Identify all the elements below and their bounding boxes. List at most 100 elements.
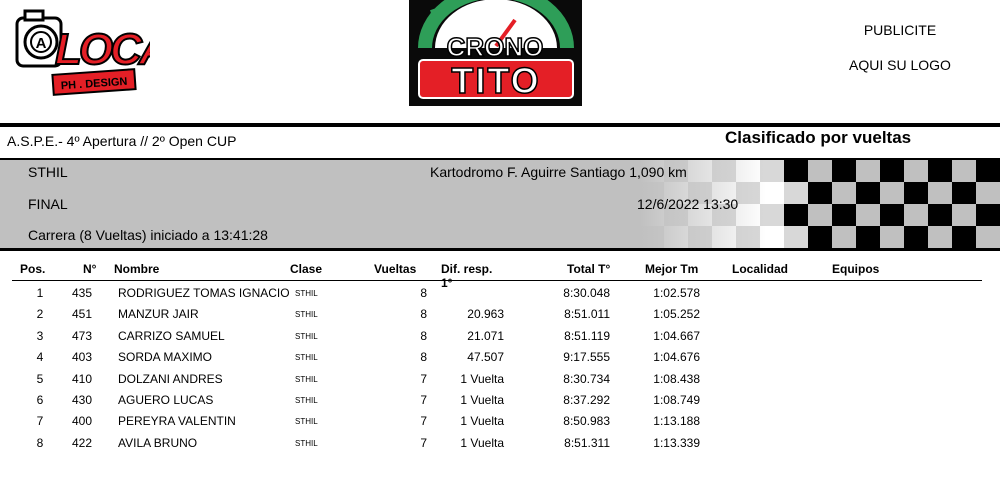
cell-clase: STHIL <box>295 417 318 427</box>
cell-pos: 5 <box>36 371 44 386</box>
cell-total: 8:30.048 <box>563 286 610 300</box>
cell-name: CARRIZO SAMUEL <box>118 328 225 343</box>
cell-pos: 4 <box>36 350 44 365</box>
col-header-vueltas: Vueltas <box>374 262 417 276</box>
cell-vueltas: 7 <box>420 371 427 386</box>
col-header-name: Nombre <box>114 262 160 276</box>
event-title: A.S.P.E.- 4º Apertura // 2º Open CUP <box>7 133 237 149</box>
cell-total: 8:30.734 <box>563 371 610 386</box>
cell-clase: STHIL <box>295 289 318 298</box>
band-top-divider <box>0 158 1000 160</box>
cell-num: 430 <box>72 393 93 407</box>
table-row: 5 410 DOLZANI ANDRES STHIL 7 1 Vuelta 8:30.734… <box>0 372 1000 393</box>
track-info: Kartodromo F. Aguirre Santiago 1,090 km <box>430 164 687 180</box>
cell-pos: 8 <box>36 435 44 450</box>
sort-label: Clasificado por vueltas <box>725 128 912 147</box>
session-datetime: 12/6/2022 13:30 <box>637 196 739 212</box>
crono-tito-logo: CRONO TITO <box>409 0 582 106</box>
cell-name: SORDA MAXIMO <box>118 350 213 365</box>
session-label: FINAL <box>28 196 68 212</box>
cell-pos: 2 <box>36 307 44 322</box>
cell-name: AVILA BRUNO <box>118 435 198 450</box>
cell-name: AGUERO LUCAS <box>118 393 214 407</box>
svg-text:LOCA: LOCA <box>55 25 150 74</box>
svg-text:CRONO: CRONO <box>447 32 544 62</box>
band-bottom-divider <box>0 248 1000 251</box>
cell-vueltas: 8 <box>420 328 427 343</box>
cell-vueltas: 7 <box>420 414 427 429</box>
cell-name: RODRIGUEZ TOMAS IGNACIO <box>118 286 290 300</box>
cell-total: 8:37.292 <box>563 393 610 407</box>
stopwatch-icon <box>418 0 574 49</box>
cell-clase: STHIL <box>295 353 318 363</box>
cell-best: 1:04.667 <box>653 328 700 343</box>
table-row: 3 473 CARRIZO SAMUEL STHIL 8 21.071 8:51.119 1:… <box>0 329 1000 350</box>
cell-best: 1:08.438 <box>653 371 700 386</box>
cell-vueltas: 7 <box>420 435 427 450</box>
cell-num: 410 <box>72 371 93 386</box>
cell-name: MANZUR JAIR <box>118 307 199 322</box>
cell-num: 403 <box>72 350 93 365</box>
cell-num: 473 <box>72 328 93 343</box>
svg-text:PH . DESIGN: PH . DESIGN <box>60 76 127 93</box>
cell-dif: 21.071 <box>467 328 504 343</box>
cell-total: 8:50.983 <box>563 414 610 429</box>
cell-num: 400 <box>72 414 93 429</box>
table-row: 8 422 AVILA BRUNO STHIL 7 1 Vuelta 8:51.311 1:1… <box>0 436 1000 457</box>
col-header-dif: Dif. resp. 1° <box>441 262 493 290</box>
col-header-localidad: Localidad <box>732 262 789 276</box>
cell-total: 8:51.119 <box>564 328 610 343</box>
col-header-equipos: Equipos <box>832 262 880 276</box>
cell-num: 435 <box>72 286 93 300</box>
cell-num: 422 <box>72 435 93 450</box>
cell-vueltas: 8 <box>420 307 427 322</box>
race-info: Carrera (8 Vueltas) iniciado a 13:41:28 <box>28 227 268 243</box>
loca-ph-design-logo: A LOCA PH . DESIGN <box>15 9 150 96</box>
table-row: 1 435 RODRIGUEZ TOMAS IGNACIO STHIL 8 8:30.04… <box>0 286 1000 307</box>
cell-dif: 1 Vuelta <box>460 435 504 450</box>
cell-clase: STHIL <box>295 331 318 341</box>
table-row: 7 400 PEREYRA VALENTIN STHIL 7 1 Vuelta 8:50.9… <box>0 414 1000 435</box>
cell-best: 1:13.339 <box>653 435 700 450</box>
cell-clase: STHIL <box>295 438 318 448</box>
cell-vueltas: 8 <box>420 350 427 365</box>
cell-clase: STHIL <box>295 396 318 405</box>
svg-text:A: A <box>36 35 47 52</box>
cell-best: 1:08.749 <box>653 393 700 407</box>
cell-vueltas: 7 <box>420 393 427 407</box>
cell-best: 1:02.578 <box>653 286 700 300</box>
cell-dif: 1 Vuelta <box>460 414 504 429</box>
cell-clase: STHIL <box>295 374 318 384</box>
cell-dif: 47.507 <box>467 350 504 365</box>
top-divider <box>0 123 1000 127</box>
publicity-line-1: PUBLICITE <box>863 22 937 38</box>
cell-best: 1:05.252 <box>653 307 700 322</box>
col-header-best: Mejor Tm <box>645 262 699 276</box>
cell-total: 8:51.311 <box>564 435 610 450</box>
cell-name: DOLZANI ANDRES <box>118 371 223 386</box>
cell-dif: 1 Vuelta <box>460 371 504 386</box>
col-header-pos: Pos. <box>20 262 46 276</box>
cell-dif: 1 Vuelta <box>460 393 504 407</box>
cell-total: 9:17.555 <box>563 350 610 365</box>
cell-dif: 20.963 <box>467 307 504 322</box>
table-row: 2 451 MANZUR JAIR STHIL 8 20.963 8:51.011 1:05.… <box>0 307 1000 328</box>
cell-best: 1:04.676 <box>653 350 700 365</box>
table-row: 4 403 SORDA MAXIMO STHIL 8 47.507 9:17.555 1:04… <box>0 350 1000 371</box>
cell-clase: STHIL <box>295 310 318 320</box>
camera-icon: A <box>15 9 63 68</box>
category-label: STHIL <box>28 164 68 180</box>
cell-total: 8:51.011 <box>564 307 610 322</box>
cell-name: PEREYRA VALENTIN <box>118 414 236 429</box>
col-header-clase: Clase <box>290 262 323 276</box>
svg-text:TITO: TITO <box>451 60 540 101</box>
cell-pos: 3 <box>36 328 44 343</box>
cell-pos: 1 <box>36 286 44 300</box>
checkered-flag-pattern <box>640 160 1000 248</box>
header-divider <box>12 280 982 281</box>
publicity-line-2: AQUI SU LOGO <box>849 57 951 73</box>
col-header-total: Total T° <box>567 262 611 276</box>
cell-num: 451 <box>72 307 93 322</box>
col-header-num: N° <box>83 262 97 276</box>
cell-pos: 6 <box>36 393 44 407</box>
